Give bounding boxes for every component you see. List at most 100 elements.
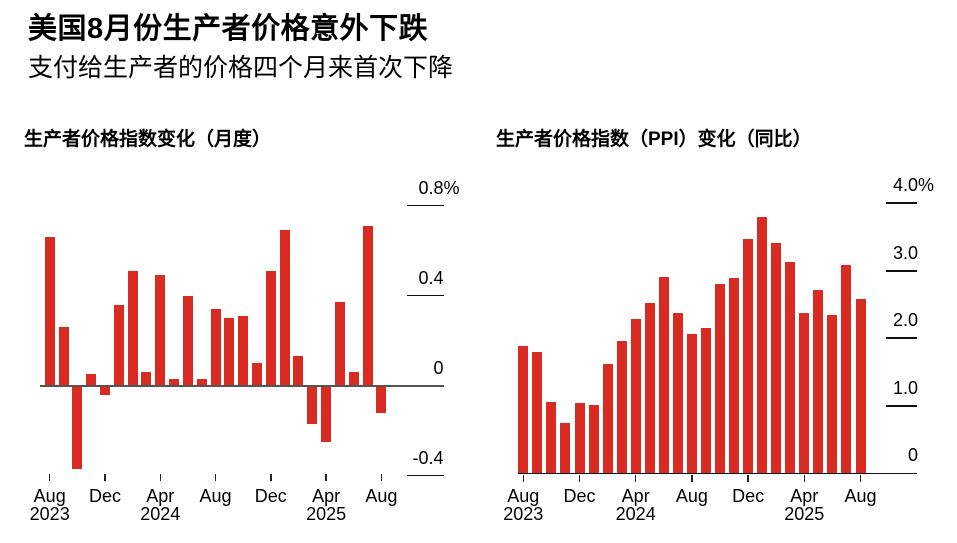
y-tick <box>407 204 444 207</box>
x-axis-month-label: Aug <box>33 486 66 506</box>
bar-oct-2024 <box>715 283 725 475</box>
bar-aug-2024 <box>686 333 697 475</box>
bar-jul-2025 <box>362 225 373 387</box>
bar-feb-2024 <box>127 270 138 387</box>
x-tick <box>104 474 106 481</box>
bar-mar-2024 <box>141 372 152 387</box>
x-axis-month-label: Apr <box>790 486 819 506</box>
x-axis-year-label: 2025 <box>306 504 347 524</box>
bar-dec-2024 <box>265 270 276 387</box>
bar-sep-2023 <box>532 351 543 475</box>
x-tick <box>159 474 161 481</box>
bar-may-2025 <box>813 289 824 475</box>
x-axis-month-label: Apr <box>312 486 341 506</box>
bar-jun-2024 <box>658 276 669 475</box>
y-axis-label: 0.8% <box>418 177 460 198</box>
bar-jul-2024 <box>672 313 683 475</box>
x-axis-month-label: Aug <box>675 486 708 506</box>
y-axis-label: 4.0% <box>892 175 935 196</box>
bar-aug-2024 <box>210 309 221 387</box>
bar-feb-2025 <box>293 356 304 387</box>
x-axis-year-label: 2023 <box>29 504 70 524</box>
x-tick <box>214 474 217 481</box>
bar-mar-2024 <box>616 341 627 475</box>
y-axis-label: 2.0 <box>892 310 918 331</box>
bar-apr-2024 <box>155 275 166 387</box>
x-axis-month-label: Dec <box>732 486 765 506</box>
bar-feb-2024 <box>602 363 613 475</box>
x-tick <box>803 474 806 482</box>
y-tick <box>886 337 917 340</box>
y-tick <box>407 474 444 477</box>
x-tick <box>634 474 637 482</box>
y-tick <box>886 269 917 272</box>
x-axis-month-label: Aug <box>844 486 877 506</box>
bar-dec-2023 <box>99 384 110 395</box>
bar-feb-2025 <box>771 243 782 475</box>
zero-baseline <box>518 472 917 475</box>
x-tick <box>747 474 749 482</box>
y-axis-label: 1.0 <box>892 377 918 398</box>
bar-sep-2024 <box>224 318 235 387</box>
x-axis-month-label: Aug <box>365 486 398 506</box>
page-title: 美国8月份生产者价格意外下跌 <box>28 13 429 45</box>
bar-nov-2023 <box>86 374 97 387</box>
bar-apr-2025 <box>799 313 810 475</box>
bar-may-2024 <box>169 378 180 387</box>
x-axis-year-label: 2024 <box>140 504 181 524</box>
bar-apr-2025 <box>321 384 332 442</box>
y-tick <box>407 294 444 297</box>
bar-jan-2025 <box>757 217 768 475</box>
x-axis-month-label: Dec <box>88 486 121 506</box>
x-axis-month-label: Apr <box>146 486 175 506</box>
chart-yoy-title: 生产者价格指数（PPI）变化（同比） <box>496 129 812 150</box>
bar-jan-2024 <box>588 405 599 475</box>
y-axis-label: -0.4 <box>412 447 444 468</box>
x-axis-year-label: 2025 <box>784 504 825 524</box>
chart-monthly-title: 生产者价格指数变化（月度） <box>24 129 272 150</box>
bar-aug-2025 <box>855 299 866 475</box>
x-axis-month-label: Dec <box>563 486 596 506</box>
bar-aug-2023 <box>44 237 55 387</box>
bar-mar-2025 <box>785 262 796 475</box>
x-tick <box>578 474 581 482</box>
bar-sep-2024 <box>700 327 711 475</box>
bar-oct-2024 <box>238 315 249 387</box>
x-tick <box>270 474 272 481</box>
x-axis-month-label: Aug <box>199 486 232 506</box>
bar-dec-2024 <box>743 239 754 475</box>
bar-jun-2024 <box>182 295 193 387</box>
x-tick <box>380 474 383 481</box>
y-axis-label: 3.0 <box>892 242 918 263</box>
bar-oct-2023 <box>72 384 83 469</box>
bar-may-2025 <box>334 302 345 387</box>
bar-aug-2023 <box>518 345 529 475</box>
x-axis-month-label: Aug <box>507 486 540 506</box>
x-axis-year-label: 2023 <box>503 504 544 524</box>
percent-sign: % <box>918 175 935 196</box>
x-axis-year-label: 2024 <box>615 504 656 524</box>
bar-dec-2023 <box>574 403 585 475</box>
bar-jul-2024 <box>196 378 207 387</box>
bar-jan-2024 <box>113 304 124 387</box>
bar-jul-2025 <box>841 265 852 475</box>
x-axis-month-label: Dec <box>254 486 287 506</box>
y-axis-label: 0 <box>907 445 918 466</box>
bar-mar-2025 <box>307 384 318 424</box>
bar-aug-2025 <box>376 384 387 413</box>
bar-nov-2024 <box>729 278 740 475</box>
page-subtitle: 支付给生产者的价格四个月来首次下降 <box>28 54 454 82</box>
bar-may-2024 <box>644 302 655 475</box>
bar-oct-2023 <box>546 402 557 475</box>
y-axis-label: 0.4 <box>418 267 444 288</box>
x-tick <box>859 474 862 482</box>
bar-nov-2024 <box>252 363 262 387</box>
x-tick <box>522 474 525 482</box>
percent-sign: % <box>443 177 460 198</box>
bar-jun-2025 <box>827 315 838 475</box>
bar-sep-2023 <box>58 327 69 387</box>
y-tick <box>886 202 917 205</box>
x-tick <box>691 474 693 482</box>
bar-apr-2024 <box>630 318 641 475</box>
